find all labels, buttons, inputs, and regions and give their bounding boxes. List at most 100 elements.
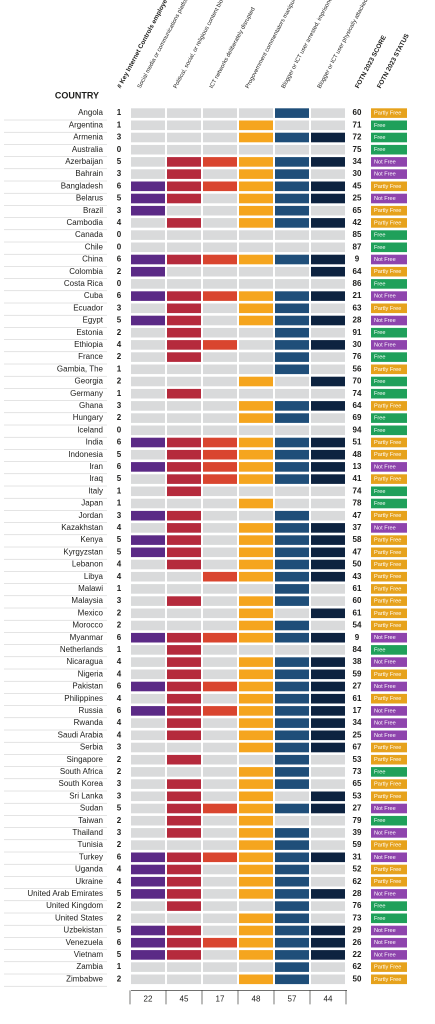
heatmap-cell [203, 681, 237, 692]
heatmap-cell [131, 230, 165, 240]
heatmap-cell [275, 669, 309, 680]
fotn-score: 86 [353, 279, 362, 288]
controls-count: 4 [117, 572, 122, 581]
status-badge [371, 718, 407, 728]
heatmap-cell [167, 681, 201, 692]
fotn-score: 9 [355, 255, 360, 264]
heatmap-cell [203, 254, 237, 265]
heatmap-cell [311, 962, 345, 972]
heatmap-cell [311, 571, 345, 582]
heatmap-cell [239, 230, 273, 240]
heatmap-cell [311, 913, 345, 924]
controls-count: 5 [117, 450, 122, 459]
heatmap-cell [131, 645, 165, 655]
heatmap-cell [131, 425, 165, 436]
heatmap-cell [203, 901, 237, 911]
heatmap-cell [239, 437, 273, 448]
heatmap-cell [167, 657, 201, 667]
country-label: Zimbabwe [66, 974, 103, 983]
country-label: Uzbekistan [63, 926, 103, 935]
fotn-score: 67 [353, 743, 362, 752]
heatmap-cell [311, 901, 345, 911]
heatmap-cell [167, 315, 201, 326]
heatmap-cell [167, 523, 201, 533]
status-badge [371, 230, 407, 240]
status-badge [371, 401, 407, 411]
status-badge [371, 950, 407, 960]
heatmap-cell [167, 730, 201, 741]
heatmap-cell [131, 218, 165, 228]
heatmap-cell [131, 291, 165, 301]
country-label: Armenia [73, 133, 103, 142]
heatmap-cell [203, 157, 237, 167]
heatmap-cell [275, 108, 309, 118]
heatmap-cell [131, 767, 165, 777]
heatmap-cell [131, 401, 165, 411]
heatmap-cell [239, 645, 273, 655]
heatmap-cell [131, 462, 165, 472]
country-label: Ethiopia [74, 340, 103, 349]
heatmap-cell [275, 303, 309, 314]
country-label: Venezuela [66, 938, 104, 947]
heatmap-cell [167, 486, 201, 497]
heatmap-cell [311, 559, 345, 570]
heatmap-cell [131, 181, 165, 192]
status-label: Partly Free [374, 782, 401, 788]
heatmap-cell [275, 937, 309, 948]
status-badge [371, 352, 407, 362]
country-label: Chile [85, 242, 104, 251]
heatmap-cell [275, 828, 309, 838]
heatmap-cell [239, 925, 273, 936]
heatmap-cell [275, 449, 309, 460]
heatmap-cell [311, 132, 345, 143]
heatmap-cell [167, 291, 201, 301]
status-badge [371, 596, 407, 606]
heatmap-cell [311, 315, 345, 326]
controls-count: 1 [117, 499, 122, 508]
heatmap-cell [275, 437, 309, 448]
heatmap-cell [131, 157, 165, 167]
heatmap-cell [239, 657, 273, 667]
heatmap-cell [311, 449, 345, 460]
controls-count: 0 [117, 242, 122, 251]
heatmap-cell [131, 669, 165, 680]
status-badge [371, 779, 407, 789]
heatmap-cell [239, 340, 273, 350]
country-label: Rwanda [74, 718, 104, 727]
heatmap-cell [239, 462, 273, 472]
heatmap-cell [311, 742, 345, 753]
controls-count: 6 [117, 633, 122, 642]
heatmap-cell [275, 584, 309, 594]
heatmap-cell [275, 474, 309, 484]
heatmap-cell [167, 645, 201, 655]
heatmap-cell [239, 584, 273, 594]
heatmap-cell [239, 535, 273, 545]
fotn-score: 65 [353, 206, 362, 215]
heatmap-cell [311, 303, 345, 314]
controls-count: 1 [117, 962, 122, 971]
heatmap-cell [167, 193, 201, 204]
status-label: Free [374, 428, 386, 434]
fotn-score: 74 [353, 389, 362, 398]
heatmap-cell [167, 779, 201, 789]
status-badge [371, 193, 407, 204]
status-label: Partly Free [374, 550, 401, 556]
heatmap-cell [167, 425, 201, 436]
column-total: 45 [180, 995, 189, 1004]
status-badge [371, 157, 407, 167]
heatmap-cell [311, 937, 345, 948]
country-label: Philippines [64, 694, 103, 703]
heatmap-cell [239, 608, 273, 619]
heatmap-cell [239, 864, 273, 875]
fotn-score: 50 [353, 974, 362, 983]
fotn-score: 28 [353, 889, 362, 898]
heatmap-cell [239, 950, 273, 960]
fotn-score: 72 [353, 133, 362, 142]
fotn-score: 59 [353, 669, 362, 678]
heatmap-cell [131, 193, 165, 204]
heatmap-cell [167, 925, 201, 936]
fotn-score: 91 [353, 328, 362, 337]
heatmap-cell [239, 132, 273, 143]
heatmap-cell [311, 632, 345, 643]
heatmap-cell [131, 559, 165, 570]
